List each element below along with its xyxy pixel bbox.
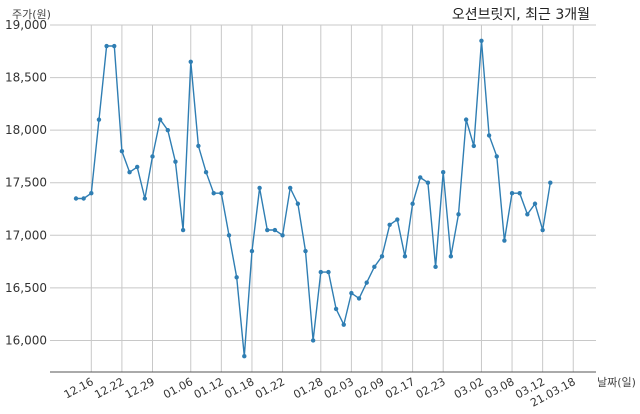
data-point xyxy=(188,59,193,65)
data-point xyxy=(463,117,469,122)
data-point xyxy=(540,227,545,233)
data-point xyxy=(418,175,423,180)
data-point xyxy=(517,191,522,196)
x-tick-label: 02.17 xyxy=(383,375,417,401)
data-point xyxy=(448,254,454,259)
data-point xyxy=(379,254,385,259)
data-point xyxy=(272,227,278,233)
price-series-line xyxy=(76,40,551,357)
data-point xyxy=(196,143,201,149)
data-point xyxy=(364,280,369,285)
data-point xyxy=(226,233,232,238)
data-point xyxy=(479,38,484,43)
data-point xyxy=(295,201,301,206)
data-point xyxy=(433,264,438,270)
x-tick-label: 12.29 xyxy=(123,375,157,401)
data-point xyxy=(441,170,446,175)
chart-title: 오션브릿지, 최근 3개월 xyxy=(452,7,590,23)
y-tick-label: 19,000 xyxy=(5,18,47,32)
data-point xyxy=(532,201,538,206)
data-point xyxy=(349,290,354,296)
x-axis-label: 날짜(일) xyxy=(597,375,636,389)
data-point xyxy=(112,43,117,49)
data-point xyxy=(502,238,507,243)
data-point xyxy=(395,217,400,222)
data-point xyxy=(471,143,476,149)
data-point xyxy=(104,43,109,49)
data-point xyxy=(402,254,408,259)
data-point xyxy=(211,191,216,196)
x-tick-label: 12.22 xyxy=(92,375,126,401)
data-point xyxy=(257,185,262,191)
data-point xyxy=(234,275,239,280)
x-tick-label: 01.06 xyxy=(161,375,195,401)
x-tick-label: 01.12 xyxy=(192,375,226,401)
data-point xyxy=(180,227,186,233)
data-point xyxy=(326,269,331,275)
data-point xyxy=(249,248,255,254)
data-point xyxy=(150,154,155,159)
data-point xyxy=(333,306,339,312)
data-point xyxy=(318,269,323,275)
data-point xyxy=(525,212,530,217)
data-point xyxy=(242,354,247,359)
x-tick-label: 02.23 xyxy=(414,375,448,401)
data-point xyxy=(288,185,293,191)
data-point xyxy=(303,248,308,254)
price-points xyxy=(73,38,553,359)
data-point xyxy=(127,170,132,175)
data-point xyxy=(135,164,140,170)
data-point xyxy=(219,191,224,196)
x-tick-label: 03.08 xyxy=(483,375,517,401)
y-tick-label: 16,000 xyxy=(5,333,47,347)
data-point xyxy=(486,133,492,138)
data-point xyxy=(265,227,270,233)
y-tick-label: 18,500 xyxy=(5,71,47,85)
x-tick-label: 01.22 xyxy=(253,375,287,401)
x-tick-label: 01.18 xyxy=(222,375,256,401)
data-point xyxy=(456,212,461,217)
y-gridlines xyxy=(50,24,596,341)
data-point xyxy=(173,159,178,164)
data-point xyxy=(203,170,209,175)
x-tick-label: 02.03 xyxy=(322,375,356,401)
y-tick-label: 16,500 xyxy=(5,281,47,295)
data-point xyxy=(341,322,346,327)
x-tick-label: 03.02 xyxy=(452,375,486,401)
y-tick-label: 17,500 xyxy=(5,176,47,190)
data-point xyxy=(310,338,316,343)
data-point xyxy=(96,117,102,122)
data-point xyxy=(73,196,79,201)
data-point xyxy=(119,148,125,154)
y-axis-label: 주가(원) xyxy=(12,8,51,21)
y-tick-label: 17,000 xyxy=(5,228,47,242)
data-point xyxy=(494,154,499,159)
x-tick-label: 01.28 xyxy=(291,375,325,401)
x-tick-label: 12.16 xyxy=(62,375,96,401)
data-point xyxy=(509,191,515,196)
data-point xyxy=(425,180,431,185)
y-tick-labels: 16,000 16,500 17,000 17,500 18,000 18,500 19,0… xyxy=(5,18,47,347)
data-point xyxy=(142,196,148,201)
data-point xyxy=(548,180,553,185)
data-point xyxy=(387,222,392,227)
y-tick-label: 18,000 xyxy=(5,123,47,137)
data-point xyxy=(165,127,170,133)
x-gridlines xyxy=(90,25,574,372)
data-point xyxy=(410,201,415,206)
data-point xyxy=(372,264,377,270)
data-point xyxy=(89,191,94,196)
data-point xyxy=(356,296,362,301)
x-tick-label: 02.09 xyxy=(352,375,386,401)
data-point xyxy=(157,117,163,122)
data-point xyxy=(81,196,86,201)
data-point xyxy=(280,233,285,238)
